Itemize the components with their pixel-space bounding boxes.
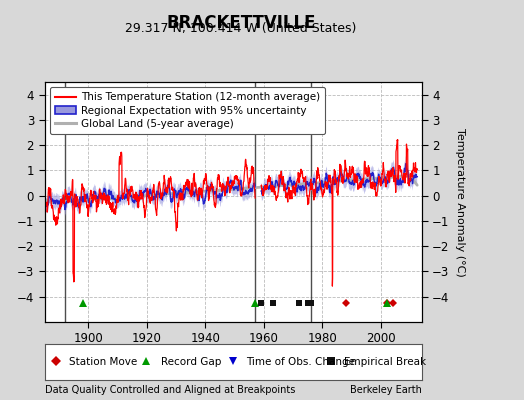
- Text: Empirical Break: Empirical Break: [344, 357, 427, 367]
- Y-axis label: Temperature Anomaly (°C): Temperature Anomaly (°C): [455, 128, 465, 276]
- Text: Station Move: Station Move: [69, 357, 137, 367]
- Text: Data Quality Controlled and Aligned at Breakpoints: Data Quality Controlled and Aligned at B…: [45, 385, 295, 395]
- Text: Berkeley Earth: Berkeley Earth: [350, 385, 422, 395]
- Text: Record Gap: Record Gap: [161, 357, 222, 367]
- Text: 29.317 N, 100.414 W (United States): 29.317 N, 100.414 W (United States): [125, 22, 357, 35]
- Text: Time of Obs. Change: Time of Obs. Change: [246, 357, 355, 367]
- Text: BRACKETTVILLE: BRACKETTVILLE: [166, 14, 316, 32]
- Legend: This Temperature Station (12-month average), Regional Expectation with 95% uncer: This Temperature Station (12-month avera…: [50, 87, 325, 134]
